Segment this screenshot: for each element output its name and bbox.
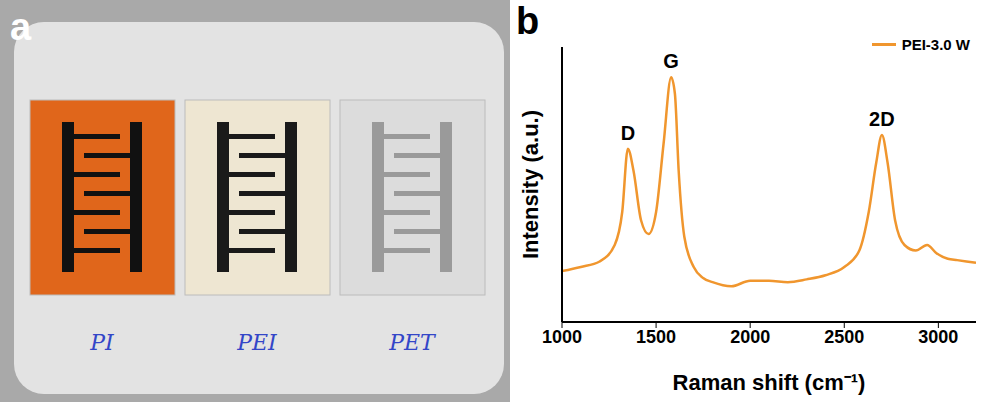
svg-text:PEI: PEI (236, 330, 278, 355)
svg-text:D: D (621, 122, 635, 144)
svg-text:Raman shift (cm⁻¹): Raman shift (cm⁻¹) (673, 370, 866, 395)
svg-text:2000: 2000 (730, 327, 770, 347)
svg-text:1500: 1500 (636, 327, 676, 347)
html-text:PEI-3.0 W: PEI-3.0 W (901, 36, 970, 53)
svg-text:a: a (10, 6, 32, 48)
svg-text:G: G (663, 50, 679, 72)
svg-text:Intensity (a.u.): Intensity (a.u.) (518, 110, 543, 259)
svg-text:PET: PET (388, 330, 437, 355)
svg-text:PI: PI (89, 330, 115, 355)
svg-text:2500: 2500 (824, 327, 864, 347)
svg-text:1000: 1000 (542, 327, 582, 347)
svg-text:3000: 3000 (918, 327, 958, 347)
html-text:b: b (516, 0, 540, 42)
svg-text:2D: 2D (869, 108, 895, 130)
